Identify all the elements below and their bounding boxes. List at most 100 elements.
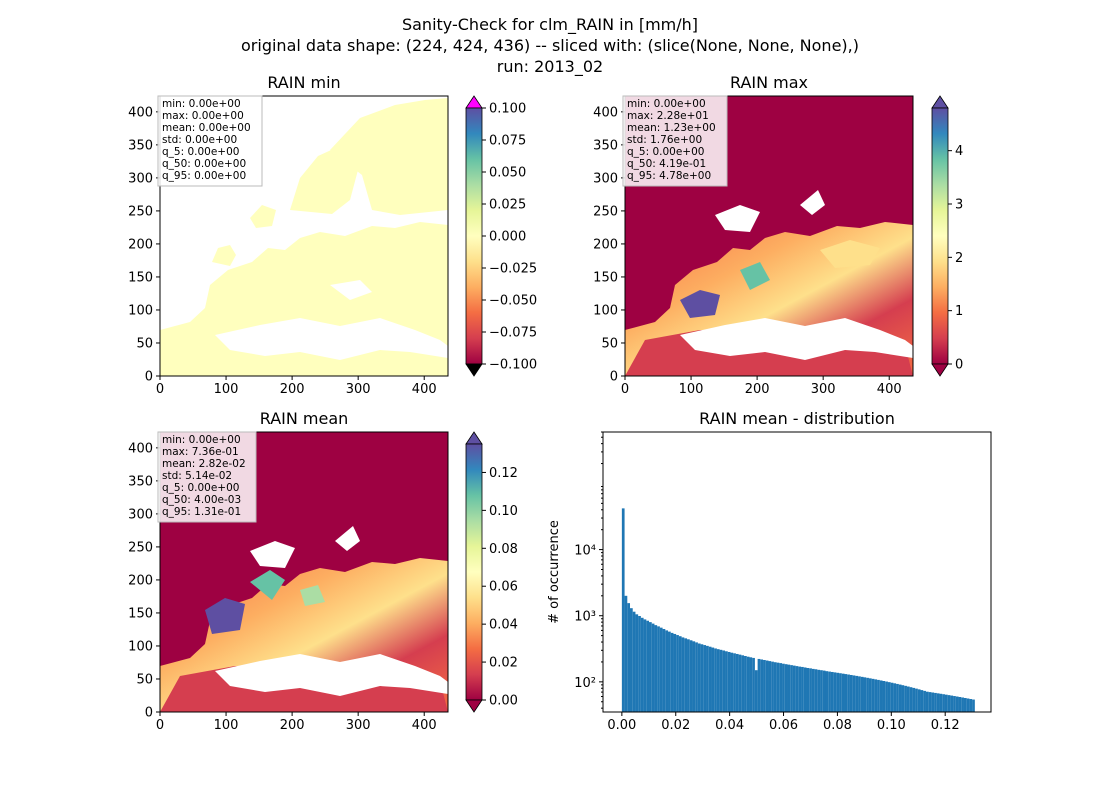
stats-box: min: 0.00e+00 max: 2.28e+01 mean: 1.23e+… (622, 95, 728, 187)
stat-line: q_50: 4.00e-03 (162, 494, 241, 506)
x-tick-label: 400 (877, 382, 902, 397)
histogram-bar (896, 683, 899, 712)
axis-ticks: 0 100 200 300 400 0 50 100 150 200 250 300 350 400 (128, 105, 436, 397)
histogram-bar (706, 645, 709, 712)
y-tick-label: 350 (128, 474, 153, 489)
histogram-bar (847, 674, 850, 712)
histogram-bar (923, 690, 926, 712)
histogram-bar (966, 698, 970, 712)
x-tick-label: 100 (214, 382, 239, 397)
stat-line: q_95: 4.78e+00 (627, 170, 711, 182)
histogram-bar (928, 692, 932, 712)
histogram-bar (814, 669, 818, 712)
y-tick-label: 10³ (574, 610, 596, 625)
stat-line: mean: 0.00e+00 (162, 122, 251, 134)
panel-rain-mean-distribution: RAIN mean - distribution 0.00 0.02 0.04 0.0… (547, 409, 992, 733)
y-tick-label: 50 (136, 336, 153, 351)
histogram-bar (879, 680, 883, 712)
histogram-bar (942, 694, 945, 712)
x-tick-label: 300 (346, 382, 371, 397)
histogram-bar (640, 617, 644, 712)
histogram-bar (676, 635, 679, 712)
histogram-bar (917, 689, 921, 712)
histogram-bar (673, 633, 677, 712)
histogram-bar (792, 665, 796, 712)
stat-line: min: 0.00e+00 (627, 98, 706, 110)
x-tick-label: 100 (214, 718, 239, 733)
histogram-bar (621, 508, 625, 712)
stat-line: std: 1.76e+00 (627, 134, 702, 146)
histogram-bar (811, 668, 815, 712)
histogram-bar (768, 661, 772, 712)
histogram-bar (738, 654, 742, 712)
y-tick-label: 250 (593, 204, 618, 219)
y-tick-label: 50 (601, 336, 618, 351)
stat-line: max: 0.00e+00 (162, 110, 244, 122)
histogram-bars (621, 508, 975, 712)
histogram-bar (716, 649, 720, 712)
histogram-bar (972, 699, 975, 712)
histogram-bar (727, 651, 731, 712)
histogram-bar (754, 670, 758, 712)
x-tick-label: 0.04 (715, 718, 744, 733)
histogram-bar (936, 693, 940, 712)
colorbar-ticks: 0.100 0.075 0.050 0.025 0.000 −0.025 −0.050 −0.… (482, 102, 537, 373)
histogram-bar (822, 670, 826, 712)
histogram-bar (662, 628, 666, 712)
x-tick-label: 0.02 (661, 718, 690, 733)
histogram-bar (692, 641, 696, 712)
colorbar-body (931, 107, 949, 365)
histogram-bar (763, 659, 766, 712)
histogram-bar (855, 675, 859, 712)
colorbar-tick-label: 0.12 (489, 466, 518, 481)
histogram-bar (643, 619, 647, 712)
histogram-bar (749, 657, 753, 712)
sea-mask (215, 526, 448, 696)
histogram-bar (904, 685, 907, 712)
y-tick-label: 10² (574, 676, 596, 691)
x-tick-label: 0.12 (931, 718, 960, 733)
stat-line: max: 7.36e-01 (162, 446, 239, 458)
colorbar-tick-label: 0.06 (489, 580, 518, 595)
suptitle-line-3: run: 2013_02 (497, 57, 603, 77)
panel-rain-mean: RAIN mean 0 100 200 300 400 0 50 100 150 200 250 30… (128, 409, 518, 733)
y-tick-label: 0 (145, 370, 153, 385)
histogram-bar (839, 673, 842, 712)
histogram-bar (841, 673, 845, 712)
colorbar-extend-top (931, 95, 949, 109)
y-tick-label: 0 (145, 706, 153, 721)
colorbar-tick-label: −0.050 (489, 294, 537, 309)
histogram-bar (801, 666, 804, 712)
histogram-bar (646, 620, 650, 712)
histogram-bar (874, 679, 878, 712)
y-tick-label: 100 (593, 303, 618, 318)
histogram-bar (825, 671, 829, 712)
colorbar-tick-label: 3 (955, 198, 963, 213)
panel-title: RAIN max (730, 73, 808, 92)
histogram-bar (939, 693, 943, 712)
colorbar-ticks: 4 3 2 1 0 (948, 144, 963, 373)
colorbar-body (465, 107, 483, 365)
histogram-bar (678, 636, 682, 712)
histogram-bar (882, 681, 886, 712)
histogram-bar (950, 695, 954, 712)
histogram-bar (955, 696, 959, 712)
stats-box: min: 0.00e+00 max: 0.00e+00 mean: 0.00e+… (157, 95, 263, 187)
y-tick-label: 100 (128, 639, 153, 654)
histogram-bar (909, 687, 913, 712)
histogram-bar (744, 655, 747, 712)
stat-line: q_5: 0.00e+00 (162, 482, 239, 494)
x-tick-label: 0.10 (877, 718, 906, 733)
histogram-bar (776, 662, 780, 712)
histogram-bar (697, 643, 701, 712)
histogram-bar (836, 672, 840, 712)
stats-box: min: 0.00e+00 max: 7.36e-01 mean: 2.82e-… (157, 431, 257, 523)
x-tick-label: 300 (811, 382, 836, 397)
panel-title: RAIN min (267, 73, 340, 92)
histogram-bar (809, 668, 812, 712)
colorbar-tick-label: 0.025 (489, 198, 526, 213)
colorbar-extend-bottom (465, 699, 483, 713)
histogram-bar (863, 677, 867, 712)
histogram-bar (871, 678, 875, 712)
histogram-bar (877, 679, 880, 712)
